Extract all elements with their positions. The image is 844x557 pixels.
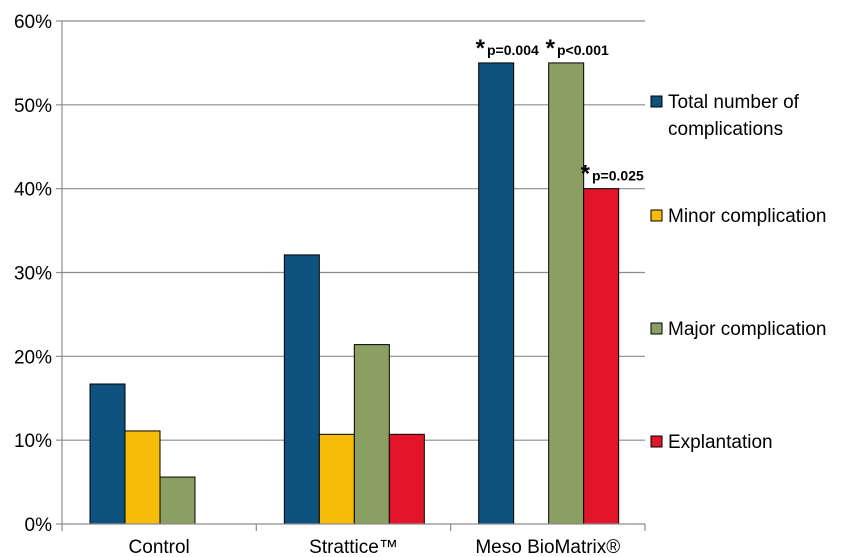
- significance-annotations: * p=0.004 * p<0.001* p=0.025: [476, 35, 644, 188]
- y-tick-label: 40%: [14, 180, 52, 201]
- bars: [89, 62, 620, 525]
- y-tick-label: 0%: [25, 515, 53, 536]
- y-axis-ticks: 0% 10% 20% 30% 40% 50% 60%: [14, 12, 62, 536]
- significance-annotation: * p=0.004: [476, 35, 539, 62]
- legend: Total number of complications Minor compli…: [650, 92, 826, 453]
- gridlines: [62, 20, 645, 441]
- bar-major-complication-1: [353, 344, 390, 525]
- bar-major-complication-2: [548, 62, 585, 525]
- significance-star: *: [546, 35, 556, 62]
- legend-swatch: [650, 435, 663, 448]
- legend-swatch: [650, 95, 663, 108]
- y-tick-label: 10%: [14, 431, 52, 452]
- legend-label: Total number of complications: [668, 92, 800, 140]
- legend-swatch: [650, 209, 663, 222]
- significance-star: *: [581, 161, 591, 188]
- bar-total-number-of-complications-0: [89, 383, 126, 525]
- y-tick-label: 50%: [14, 96, 52, 117]
- y-tick-label: 20%: [14, 347, 52, 368]
- bar-total-number-of-complications-2: [478, 62, 515, 525]
- x-category-label: Meso BioMatrix®: [475, 537, 620, 557]
- legend-label: Explantation: [668, 432, 773, 453]
- bar-explantation-2: [583, 188, 620, 525]
- p-value-label: p=0.025: [592, 168, 644, 184]
- bar-minor-complication-1: [318, 433, 355, 525]
- bar-explantation-1: [388, 433, 425, 525]
- y-tick-label: 60%: [14, 12, 52, 33]
- legend-label: Major complication: [668, 319, 826, 340]
- p-value-label: p=0.004: [487, 42, 539, 58]
- p-value-label: p<0.001: [557, 42, 609, 58]
- x-category-label: Control: [129, 537, 190, 557]
- x-category-label: Strattice™: [309, 537, 398, 557]
- bar-total-number-of-complications-1: [283, 254, 320, 525]
- legend-swatch: [650, 322, 663, 335]
- x-axis-categories: Control Strattice™ Meso BioMatrix®: [129, 537, 621, 557]
- significance-star: *: [476, 35, 486, 62]
- significance-annotation: * p<0.001: [546, 35, 609, 62]
- bar-minor-complication-0: [124, 430, 161, 525]
- y-tick-label: 30%: [14, 264, 52, 285]
- bar-major-complication-0: [159, 476, 196, 525]
- axes: [61, 21, 646, 531]
- significance-annotation: * p=0.025: [581, 161, 644, 188]
- legend-label: Minor complication: [668, 206, 826, 227]
